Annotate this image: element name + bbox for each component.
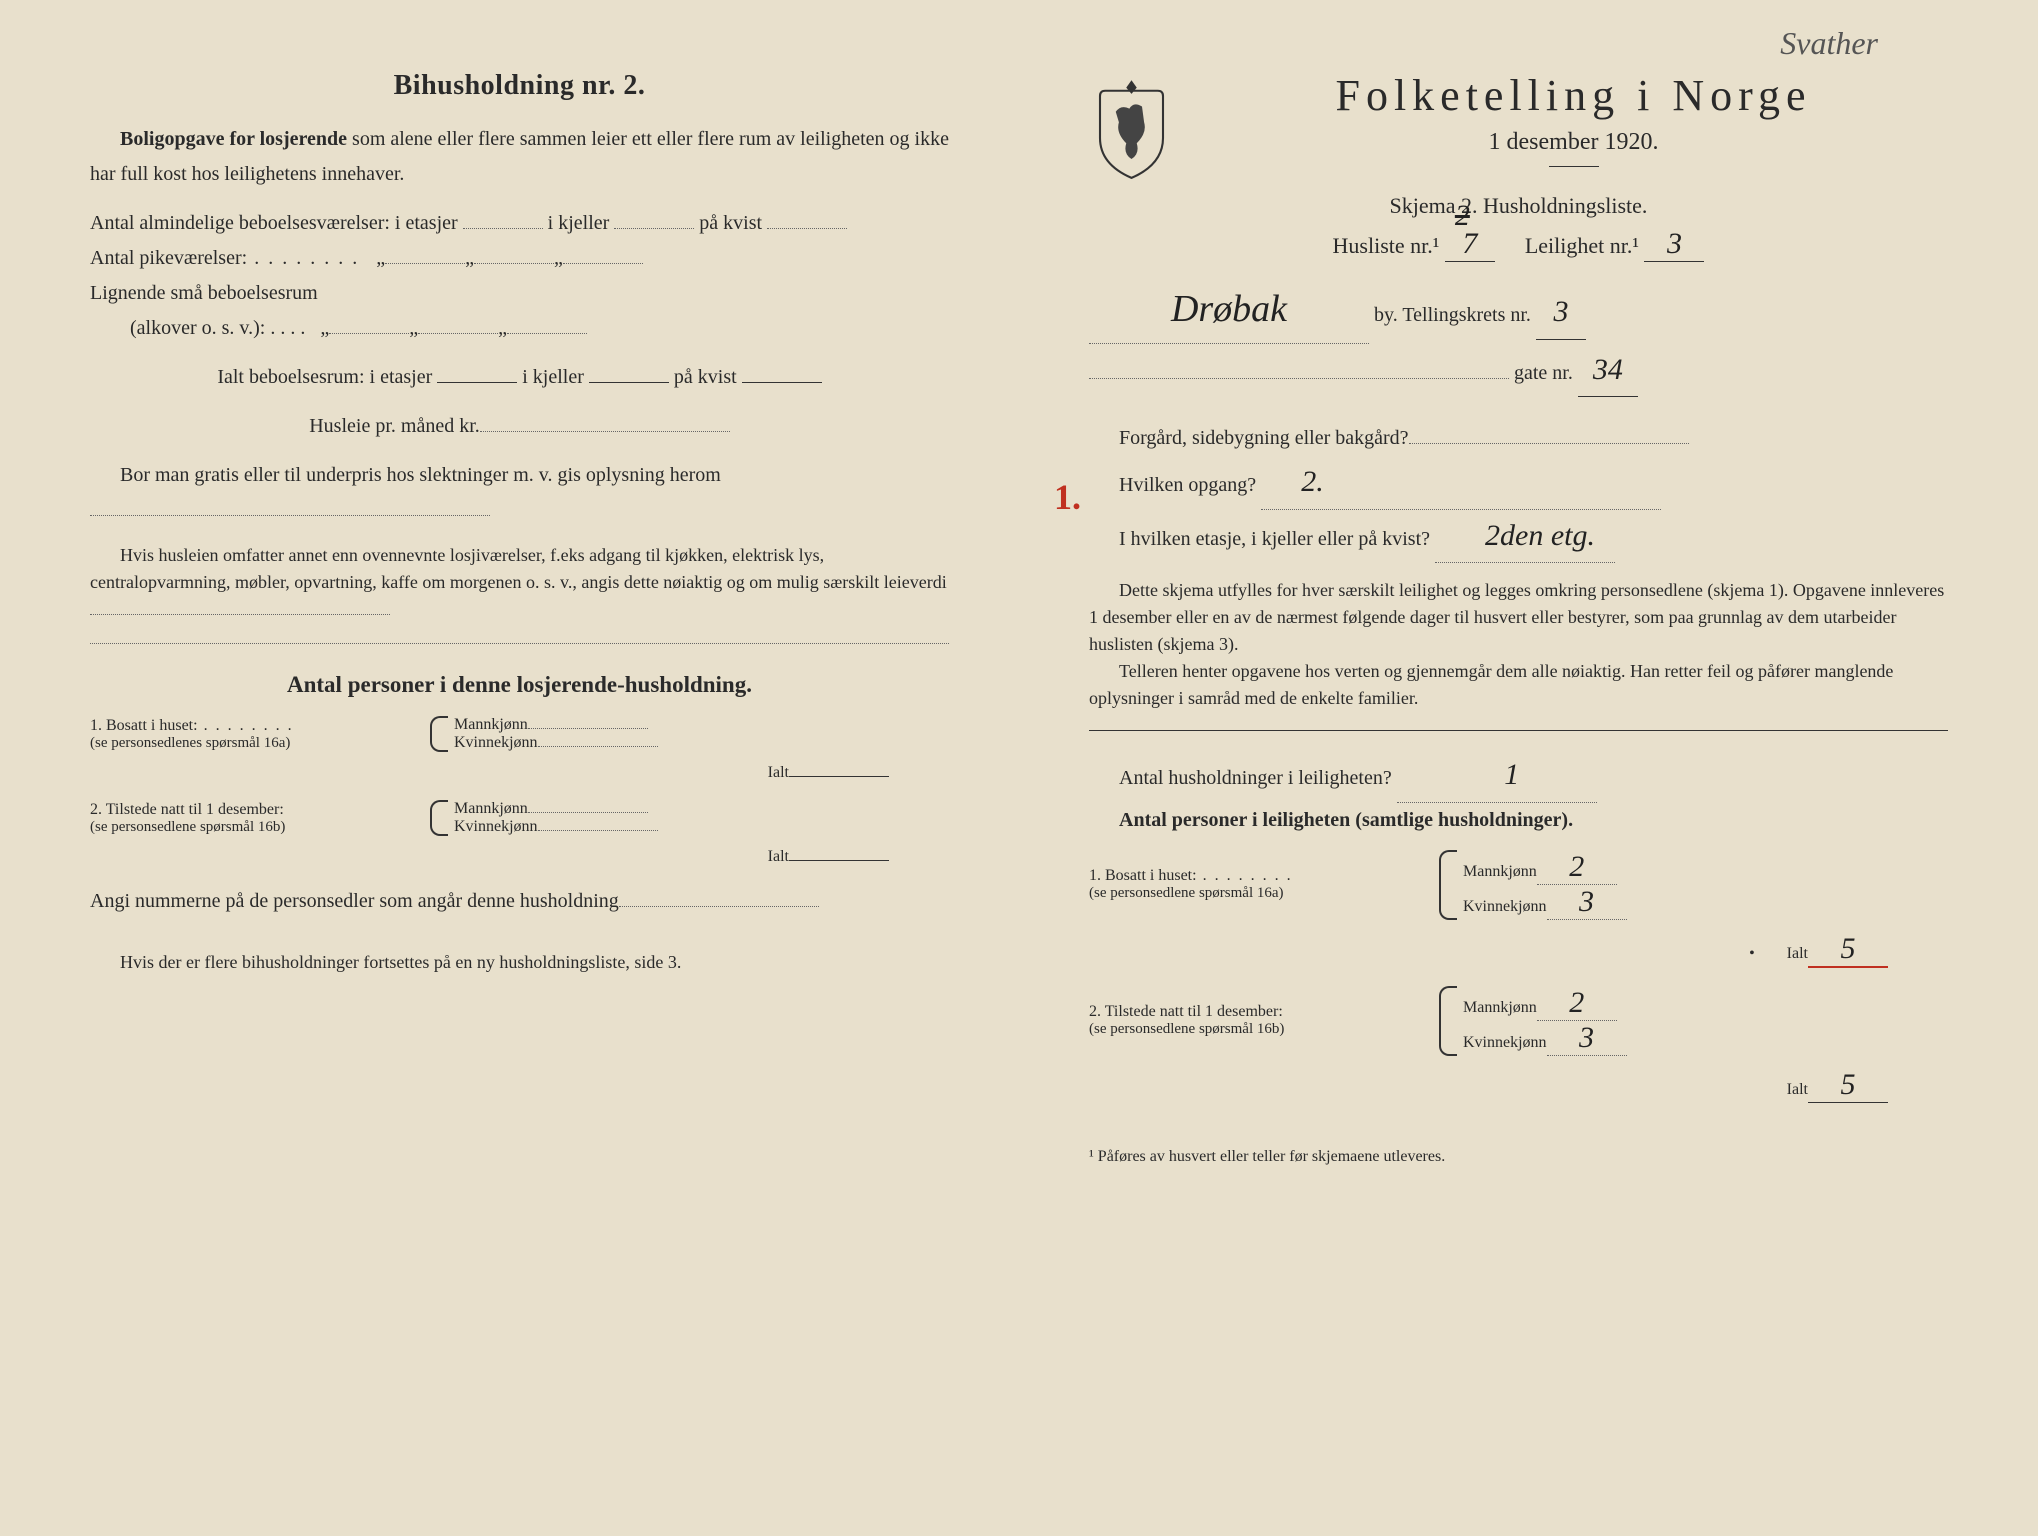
- q2-ialt: 5: [1808, 1068, 1888, 1103]
- q1-mann: 2: [1537, 850, 1617, 885]
- antal-pers-title: Antal personer i leiligheten (samtlige h…: [1089, 803, 1948, 838]
- brace-icon: [430, 716, 448, 752]
- header: Folketelling i Norge 1 desember 1920.: [1089, 70, 1948, 185]
- fill-etasjer: [463, 228, 543, 229]
- left-title: Bihusholdning nr. 2.: [90, 70, 949, 102]
- line-ialt: Ialt beboelsesrum: i etasjer i kjeller p…: [90, 360, 949, 395]
- by-value: Drøbak: [1171, 288, 1287, 330]
- gratis: Bor man gratis eller til underpris hos s…: [90, 458, 949, 528]
- left-section-title: Antal personer i denne losjerende-hushol…: [90, 672, 949, 698]
- red-mark: 1.: [1054, 476, 1081, 518]
- q1-kvinne: 3: [1547, 885, 1627, 920]
- brace-icon: [1439, 986, 1457, 1056]
- gate-row: gate nr. 34: [1089, 344, 1948, 398]
- etasje: I hvilken etasje, i kjeller eller på kvi…: [1089, 510, 1948, 564]
- date: 1 desember 1920.: [1199, 129, 1948, 156]
- krets-value: 3: [1536, 286, 1586, 340]
- q1-ialt: 5: [1808, 932, 1888, 968]
- opgang: Hvilken opgang? 2.: [1089, 456, 1948, 510]
- forgard: Forgård, sidebygning eller bakgård?: [1089, 421, 1948, 456]
- gate-value: 34: [1578, 344, 1638, 398]
- line-lignende: Lignende små beboelsesrum (alkover o. s.…: [90, 276, 949, 346]
- leilighet-value: 3: [1644, 227, 1704, 262]
- antal-hush: Antal husholdninger i leiligheten? 1: [1089, 749, 1948, 803]
- q2-kvinne: 3: [1547, 1021, 1627, 1056]
- right-q1: 1. Bosatt i huset: (se personsedlene spø…: [1089, 850, 1948, 920]
- intro-bold: Boligopgave for losjerende: [120, 128, 347, 150]
- skjema-row: Skjema 2. Husholdningsliste.: [1089, 193, 1948, 219]
- brace-icon: [1439, 850, 1457, 920]
- left-intro: Boligopgave for losjerende som alene ell…: [90, 122, 949, 192]
- fill-kvist: [767, 228, 847, 229]
- husleie: Husleie pr. måned kr.: [90, 409, 949, 444]
- husliste-row: Husliste nr.¹ 2 7 Leilighet nr.¹ 3: [1089, 227, 1948, 262]
- line-almindelige: Antal almindelige beboelsesværelser: i e…: [90, 206, 949, 241]
- footnote: ¹ Påføres av husvert eller teller før sk…: [1089, 1143, 1948, 1171]
- opgang-value: 2.: [1261, 456, 1661, 510]
- line-pike: Antal pikeværelser: „„„: [90, 241, 949, 276]
- right-page: Svather Folketelling i Norge 1 desember …: [1019, 30, 1998, 1506]
- husleien-note: Hvis husleien omfatter annet enn ovennev…: [90, 542, 949, 623]
- fill-kjeller: [614, 228, 694, 229]
- antal-hush-value: 1: [1397, 749, 1597, 803]
- angi: Angi nummerne på de personsedler som ang…: [90, 884, 949, 919]
- main-title: Folketelling i Norge: [1199, 70, 1948, 121]
- left-q2: 2. Tilstede natt til 1 desember: (se per…: [90, 800, 949, 836]
- top-annotation: Svather: [1780, 25, 1878, 62]
- right-q2: 2. Tilstede natt til 1 desember: (se per…: [1089, 986, 1948, 1056]
- instructions1: Dette skjema utfylles for hver særskilt …: [1089, 577, 1948, 658]
- etasje-value: 2den etg.: [1435, 510, 1615, 564]
- left-q1: 1. Bosatt i huset: (se personsedlenes sp…: [90, 716, 949, 752]
- left-footer: Hvis der er flere bihusholdninger fortse…: [90, 949, 949, 976]
- left-page: Bihusholdning nr. 2. Boligopgave for los…: [40, 30, 1019, 1506]
- brace-icon: [430, 800, 448, 836]
- by-row: Drøbak by. Tellingskrets nr. 3: [1089, 276, 1948, 344]
- coat-of-arms-icon: [1089, 75, 1174, 180]
- q2-mann: 2: [1537, 986, 1617, 1021]
- instructions2: Telleren henter opgavene hos verten og g…: [1089, 658, 1948, 712]
